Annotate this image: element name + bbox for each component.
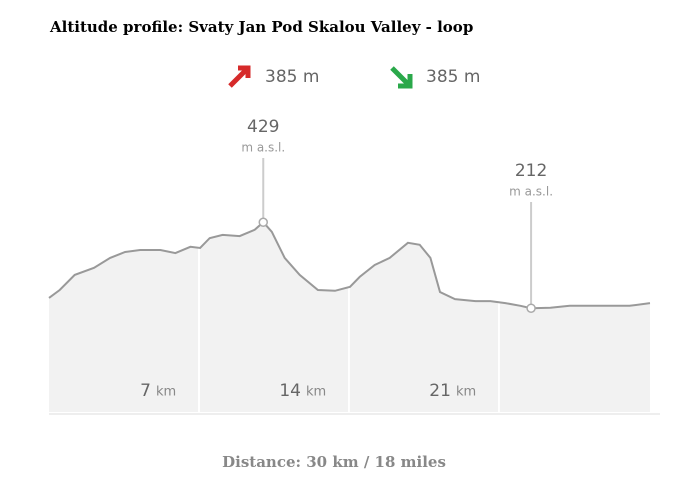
x-tick-label: 21 — [429, 381, 451, 401]
descent-icon — [390, 66, 413, 89]
x-tick-unit: km — [156, 385, 176, 400]
footer: Distance: 30 km / 18 miles — [222, 453, 446, 471]
ascent: 385 m — [265, 67, 319, 87]
marker — [526, 303, 536, 313]
annotation-unit: m a.s.l. — [241, 141, 285, 155]
annotation-value: 212 — [515, 161, 547, 181]
line — [48, 220, 651, 310]
annotation-unit: m a.s.l. — [509, 185, 553, 199]
descent: 385 m — [426, 67, 480, 87]
chart-title: Altitude profile: Svaty Jan Pod Skalou V… — [49, 18, 473, 36]
ascent-icon — [228, 65, 251, 88]
x-tick-label: 7 — [140, 381, 151, 401]
annotation-value: 429 — [247, 117, 279, 137]
marker — [258, 217, 269, 227]
x-tick-unit: km — [306, 385, 326, 400]
x-tick-unit: km — [456, 385, 476, 400]
x-tick-label: 14 — [279, 381, 301, 401]
